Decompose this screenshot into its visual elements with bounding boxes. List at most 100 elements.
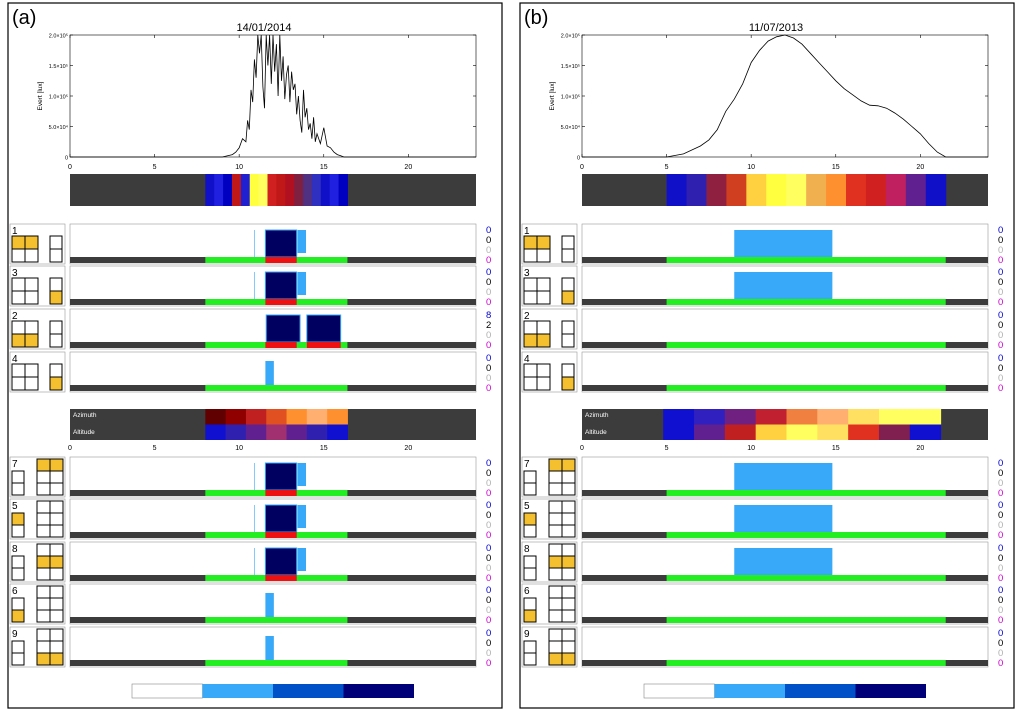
count-value: 0 (998, 225, 1003, 236)
active-cell (548, 652, 563, 666)
cell (561, 235, 575, 250)
cell (49, 628, 64, 642)
cell (548, 567, 563, 581)
glare-block-high (264, 547, 298, 576)
sky-strip-segment (303, 174, 313, 206)
cell (24, 320, 39, 335)
cell (36, 482, 51, 496)
count-value: 0 (998, 310, 1003, 321)
y-tick-label: 2.0×10⁵ (49, 33, 68, 40)
cell (24, 277, 39, 292)
cell (561, 585, 576, 599)
count-value: 0 (486, 225, 491, 236)
azimuth-segment (205, 409, 227, 425)
count-value: 0 (998, 530, 1003, 541)
cell (523, 597, 537, 611)
count-value: 0 (486, 500, 491, 511)
cell (49, 235, 63, 250)
count-value: 0 (998, 500, 1003, 511)
active-cell (49, 555, 64, 569)
azimuth-segment (755, 409, 788, 425)
active-cell (49, 290, 63, 305)
glare-block-low (297, 548, 306, 571)
cell (548, 512, 563, 526)
count-value: 0 (486, 297, 491, 308)
sky-strip-segment (231, 174, 242, 206)
plot-area (69, 34, 477, 158)
x-tick-label: 15 (832, 164, 840, 171)
cell (561, 567, 576, 581)
glare-block-low (265, 361, 274, 385)
count-value: 0 (998, 510, 1003, 521)
count-value: 0 (486, 595, 491, 606)
y-tick-label: 1.5×10⁵ (561, 63, 580, 70)
cell (49, 543, 64, 557)
cell (561, 470, 576, 484)
azimuth-label: Azimuth (73, 412, 97, 419)
active-cell (548, 555, 563, 569)
glare-block-low (734, 230, 833, 257)
active-cell (11, 235, 26, 250)
count-value: 0 (486, 605, 491, 616)
legend-swatch (855, 684, 926, 698)
azimuth-segment (327, 409, 348, 425)
cell (561, 333, 575, 348)
cell (548, 597, 563, 611)
active-cell (11, 609, 25, 623)
cell (36, 512, 51, 526)
active-cell (561, 376, 575, 391)
cell (548, 609, 563, 623)
sky-strip-segment (905, 174, 927, 206)
count-value: 0 (486, 277, 491, 288)
cell (11, 277, 26, 292)
daylight-band (666, 660, 946, 666)
cell (536, 363, 551, 378)
daylight-band (205, 385, 348, 391)
sky-strip-segment (846, 174, 867, 206)
cell (49, 524, 64, 538)
sensor-number: 8 (12, 544, 18, 555)
cell (11, 567, 25, 581)
azalt-tick-label: 10 (747, 445, 755, 452)
azalt-tick-label: 15 (320, 445, 328, 452)
altitude-segment (663, 424, 695, 440)
cell (24, 290, 39, 305)
sky-strip-segment (706, 174, 727, 206)
sky-strip-segment (258, 174, 269, 206)
count-value: 0 (998, 297, 1003, 308)
sensor-number: 3 (12, 268, 18, 279)
glare-block-low (734, 505, 833, 532)
sky-strip-segment (267, 174, 277, 206)
sensor-number: 9 (12, 629, 18, 640)
sky-strip-segment (214, 174, 224, 206)
cell (561, 512, 576, 526)
sky-strip-segment (205, 174, 215, 206)
azalt-tick-label: 0 (580, 445, 584, 452)
illuminance-line (70, 34, 476, 158)
cell (548, 482, 563, 496)
sensor-number: 6 (524, 586, 530, 597)
cell (548, 500, 563, 514)
cell (11, 597, 25, 611)
glare-block-high (264, 271, 298, 300)
cell (49, 585, 64, 599)
sky-strip-segment (320, 174, 331, 206)
glare-block-low (297, 230, 306, 253)
glare-indicator (265, 490, 297, 496)
plot-area (581, 34, 989, 158)
cell (49, 597, 64, 611)
count-value: 0 (486, 563, 491, 574)
glare-block-low (734, 463, 833, 490)
altitude-label: Altitude (585, 429, 607, 436)
sensor-number: 2 (12, 311, 18, 322)
cell (11, 363, 26, 378)
cell (11, 376, 26, 391)
count-value: 0 (998, 458, 1003, 469)
count-value: 0 (486, 510, 491, 521)
